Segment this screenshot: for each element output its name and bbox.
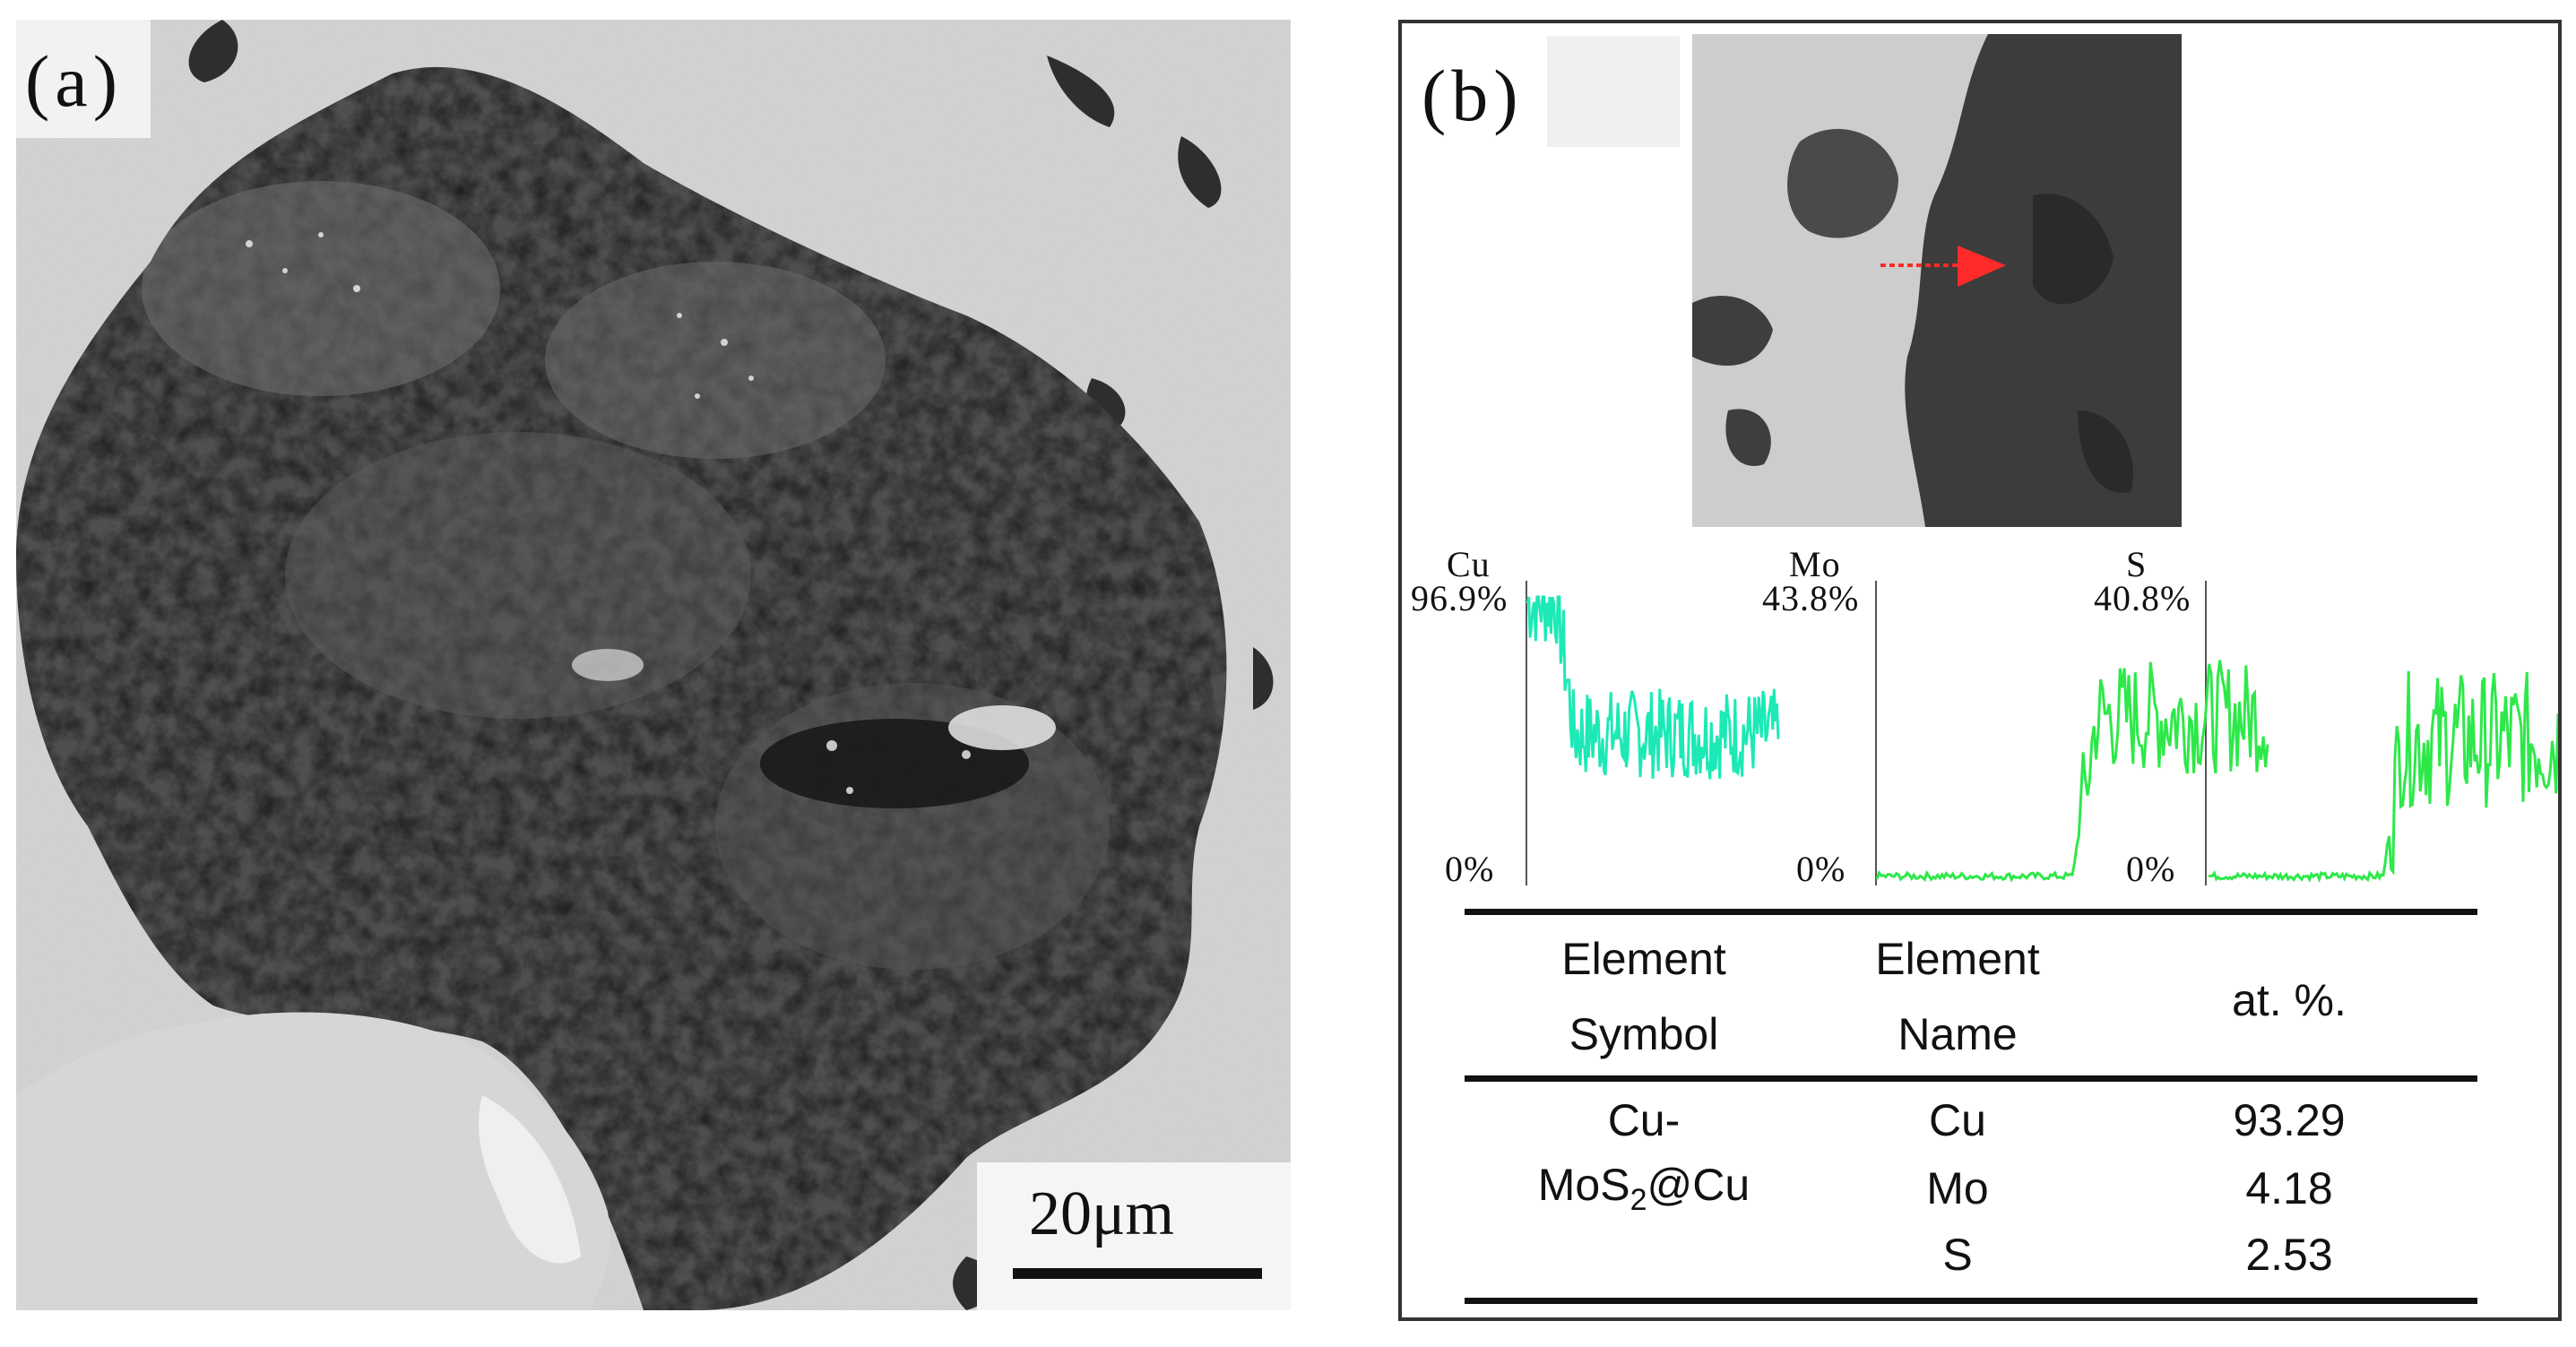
sample-name-line2: MoS2@Cu xyxy=(1518,1158,1769,1219)
scale-bar: 20μm xyxy=(977,1162,1291,1310)
row-s-value: 2.53 xyxy=(2245,1230,2333,1280)
header-element-name-line1: Element xyxy=(1875,934,2040,984)
sem-micrograph xyxy=(16,20,1291,1310)
linescan-cu-max: 96.9% xyxy=(1411,578,1508,618)
sem-inset-image xyxy=(1692,34,2182,527)
header-element-name-line2: Name xyxy=(1897,1009,2018,1059)
linescan-trace-cu xyxy=(1526,595,1780,780)
arrow-head-icon xyxy=(1958,246,2006,287)
sem-image-a: (a) 20μm xyxy=(16,20,1291,1310)
linescan-mo-element: Mo xyxy=(1789,544,1841,584)
panel-b: (b) Cu 96.9% 0% Mo 43.8% 0% S 40.8% 0% xyxy=(1398,20,2562,1321)
sem-inset-micrograph xyxy=(1692,34,2182,527)
linescan-traces xyxy=(1526,595,2558,884)
sample-name: Cu- MoS2@Cu xyxy=(1518,1093,1769,1219)
table-mid-rule xyxy=(1465,1075,2477,1082)
linescan-cu-min: 0% xyxy=(1445,849,1495,889)
linescan-cu-axis xyxy=(1526,581,1527,885)
linescan-mo-axis xyxy=(1875,581,1877,885)
sample-formula-suffix: @Cu xyxy=(1647,1160,1750,1210)
table-top-rule xyxy=(1465,909,2477,915)
linescan-mo-max: 43.8% xyxy=(1762,578,1860,618)
linescan-s-axis xyxy=(2205,581,2207,885)
label-backdrop xyxy=(1547,36,1680,147)
sample-formula-text: MoS xyxy=(1537,1160,1630,1210)
sample-formula-subscript: 2 xyxy=(1629,1183,1647,1217)
linescan-trace-mo xyxy=(1875,660,2269,883)
linescan-s-min: 0% xyxy=(2126,849,2176,889)
header-at-percent: at. %. xyxy=(2232,975,2347,1025)
header-element-symbol-line2: Symbol xyxy=(1569,1009,1719,1059)
table-bottom-rule xyxy=(1465,1298,2477,1304)
sample-name-line1: Cu- xyxy=(1607,1095,1681,1145)
eds-line-scans: Cu 96.9% 0% Mo 43.8% 0% S 40.8% 0% xyxy=(1402,543,2558,920)
row-mo-name: Mo xyxy=(1926,1163,1989,1213)
scale-bar-line xyxy=(1013,1268,1262,1279)
row-cu-name: Cu xyxy=(1929,1095,1986,1145)
linescan-s-element: S xyxy=(2126,544,2148,584)
row-s-name: S xyxy=(1942,1230,1973,1280)
panel-b-label: (b) xyxy=(1413,36,1547,154)
header-element-name: Element Name xyxy=(1841,932,2074,1061)
row-mo-value: 4.18 xyxy=(2245,1163,2333,1213)
linescan-s-max: 40.8% xyxy=(2094,578,2191,618)
linescan-trace-s xyxy=(2208,670,2558,884)
eds-composition-table: Element Symbol Element Name at. %. Cu- M… xyxy=(1465,909,2477,1308)
panel-a-label: (a) xyxy=(16,20,151,138)
scale-bar-label: 20μm xyxy=(1029,1179,1174,1248)
row-cu-value: 93.29 xyxy=(2233,1095,2346,1145)
header-element-symbol: Element Symbol xyxy=(1527,932,1760,1061)
linescan-cu-element: Cu xyxy=(1447,544,1491,584)
header-element-symbol-line1: Element xyxy=(1561,934,1726,984)
linescan-mo-min: 0% xyxy=(1796,849,1846,889)
